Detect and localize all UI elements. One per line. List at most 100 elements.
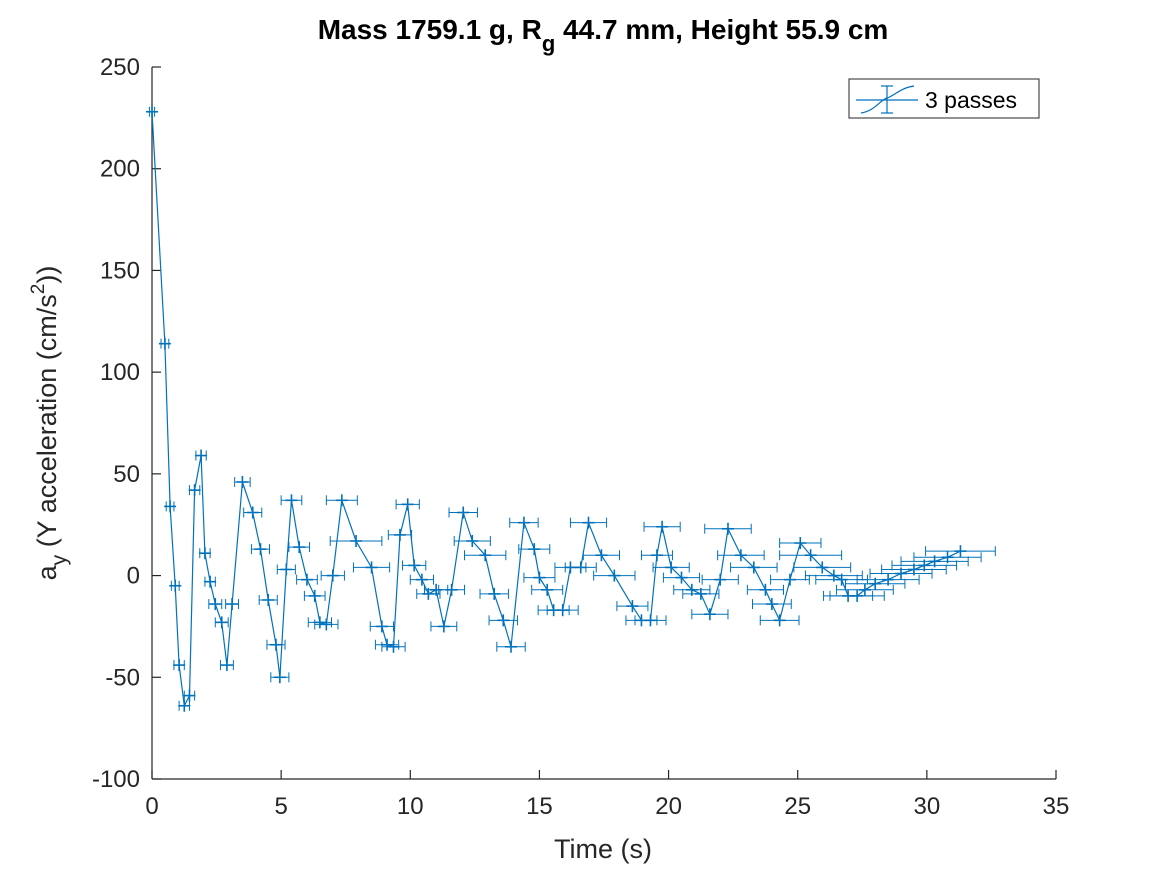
data-point	[326, 569, 339, 582]
data-point	[564, 561, 577, 574]
data-point	[401, 498, 414, 511]
data-point	[293, 541, 306, 554]
data-point	[685, 583, 698, 596]
data-point	[415, 573, 428, 586]
data-point	[393, 528, 406, 541]
data-point	[721, 522, 734, 535]
data-point	[375, 620, 388, 633]
x-tick-label: 25	[784, 793, 811, 820]
series-line	[151, 111, 961, 708]
data-point	[195, 449, 208, 462]
data-point	[204, 575, 217, 588]
data-point	[794, 537, 807, 550]
x-tick-label: 35	[1043, 793, 1070, 820]
data-point	[734, 549, 747, 562]
data-point	[236, 475, 249, 488]
data-point	[269, 638, 282, 651]
data-point	[381, 638, 394, 651]
data-point	[556, 604, 569, 617]
y-tick-label: 0	[127, 563, 140, 590]
data-point	[215, 616, 228, 629]
data-point	[650, 549, 663, 562]
data-point	[313, 616, 326, 629]
data-point	[220, 659, 233, 672]
data-point	[816, 561, 829, 574]
data-point	[254, 543, 267, 556]
data-markers	[146, 105, 967, 712]
data-point	[759, 583, 772, 596]
y-tick-label: -50	[105, 664, 140, 691]
data-point	[827, 569, 840, 582]
data-point	[437, 620, 450, 633]
data-point	[146, 105, 158, 118]
data-point	[714, 573, 727, 586]
y-tick-label: 50	[113, 461, 140, 488]
data-point	[665, 561, 678, 574]
data-point	[164, 500, 177, 513]
data-point	[574, 561, 587, 574]
data-point	[608, 569, 621, 582]
plot-area: 0 5 10 15 20 25 30 35 -100 -50 0 50 100 150 200 250	[92, 54, 1069, 820]
x-tick-label: 5	[274, 793, 287, 820]
y-tick-label: 250	[100, 54, 140, 81]
data-point	[280, 563, 293, 576]
data-point	[541, 583, 554, 596]
data-point	[918, 559, 931, 572]
data-point	[350, 534, 363, 547]
data-point	[497, 614, 510, 627]
data-point	[365, 561, 378, 574]
y-tick-label: 150	[100, 257, 140, 284]
data-point	[183, 689, 196, 702]
data-point	[246, 506, 259, 519]
data-point	[188, 484, 201, 497]
data-point	[851, 589, 864, 602]
y-tick-label: 100	[100, 359, 140, 386]
legend: 3 passes	[848, 78, 1040, 119]
data-point	[198, 547, 211, 560]
x-tick-label: 20	[655, 793, 682, 820]
data-point	[954, 545, 967, 558]
x-tick-label: 15	[526, 793, 553, 820]
data-point	[533, 571, 546, 584]
data-point	[895, 567, 908, 580]
y-axis-ticks: -100 -50 0 50 100 150 200 250	[92, 54, 161, 793]
data-point	[644, 614, 657, 627]
data-point	[466, 534, 479, 547]
data-point	[273, 671, 286, 684]
data-point	[582, 516, 595, 529]
data-point	[335, 494, 348, 507]
data-point	[858, 583, 871, 596]
data-point	[300, 573, 313, 586]
x-axis-ticks: 0 5 10 15 20 25 30 35	[145, 770, 1069, 820]
x-axis-title: Time (s)	[554, 834, 652, 864]
data-point	[430, 583, 443, 596]
data-point	[595, 549, 608, 562]
chart-title: Mass 1759.1 g, Rg 44.7 mm, Height 55.9 c…	[318, 14, 889, 56]
x-tick-label: 30	[914, 793, 941, 820]
y-tick-label: 200	[100, 156, 140, 183]
legend-box	[848, 78, 1040, 119]
data-point	[209, 598, 222, 611]
data-point	[804, 549, 817, 562]
data-point	[169, 579, 182, 592]
data-point	[835, 573, 848, 586]
data-point	[308, 589, 321, 602]
data-point	[158, 337, 171, 350]
data-point	[445, 583, 458, 596]
data-point	[626, 600, 639, 613]
legend-errorbar-icon	[856, 85, 918, 114]
y-axis-title: ay (Y acceleration (cm/s2))	[28, 266, 71, 581]
data-point	[479, 549, 492, 562]
data-point	[869, 577, 882, 590]
data-point	[422, 587, 435, 600]
legend-label: 3 passes	[925, 87, 1017, 113]
data-point	[226, 598, 239, 611]
data-point	[387, 640, 400, 653]
data-point	[765, 598, 778, 611]
data-point	[882, 573, 895, 586]
data-point	[773, 614, 786, 627]
data-point	[528, 543, 541, 556]
data-point	[285, 494, 298, 507]
